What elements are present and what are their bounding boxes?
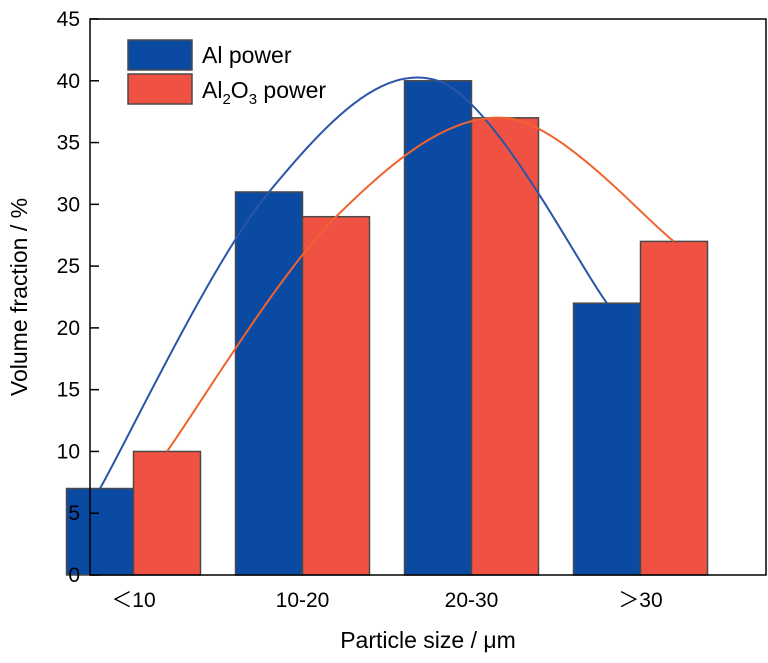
legend-label-al2o3-sub1: 2 xyxy=(222,91,230,108)
legend: Al power Al2O3 power xyxy=(127,39,326,108)
fit-curves-group xyxy=(99,76,675,490)
legend-label-al: Al power xyxy=(202,42,292,68)
y-tick-label-10: 10 xyxy=(57,440,80,463)
x-axis-ticks: ＜10 10-20 20-30 ＞30 xyxy=(111,589,662,612)
x-axis-label: Particle size / μm xyxy=(340,627,516,653)
bar-s0-3 xyxy=(572,302,642,576)
y-tick-label-0: 0 xyxy=(68,564,80,587)
bar-s1-1 xyxy=(301,215,371,576)
x-tick-label-2: 20-30 xyxy=(445,589,499,612)
y-tick-label-35: 35 xyxy=(57,132,80,155)
bar-s1-3 xyxy=(639,240,709,576)
y-tick-label-25: 25 xyxy=(57,255,80,278)
x-tick-label-0: ＜10 xyxy=(111,589,155,612)
bar-s1-2 xyxy=(470,117,540,576)
y-axis-label: Volume fraction / % xyxy=(6,198,32,396)
y-tick-label-45: 45 xyxy=(57,8,80,31)
y-tick-label-5: 5 xyxy=(68,502,80,525)
bar-s0-0 xyxy=(65,487,135,576)
y-tick-label-20: 20 xyxy=(57,317,80,340)
bar-s1-0 xyxy=(132,450,202,576)
legend-swatch-al2o3 xyxy=(127,73,193,105)
fit-curve-1 xyxy=(166,116,675,453)
bars-group xyxy=(65,80,709,576)
legend-label-al2o3-suffix: power xyxy=(257,77,326,103)
legend-label-al2o3-mid: O xyxy=(231,77,249,103)
plot-frame xyxy=(89,18,767,576)
y-tick-label-30: 30 xyxy=(57,193,80,216)
legend-label-al2o3: Al2O3 power xyxy=(202,77,326,108)
x-tick-label-3: ＞30 xyxy=(618,589,662,612)
legend-label-al2o3-sub2: 3 xyxy=(249,91,257,108)
legend-swatch-al xyxy=(127,39,193,71)
legend-label-al2o3-prefix: Al xyxy=(202,77,222,103)
bar-s0-1 xyxy=(234,191,304,576)
y-tick-label-40: 40 xyxy=(57,70,80,93)
fit-curve-0 xyxy=(99,76,608,490)
y-axis-ticks: 0 5 10 15 20 25 30 35 40 45 xyxy=(57,8,99,587)
x-tick-label-1: 10-20 xyxy=(276,589,330,612)
bar-s0-2 xyxy=(403,80,473,576)
y-tick-label-15: 15 xyxy=(57,379,80,402)
